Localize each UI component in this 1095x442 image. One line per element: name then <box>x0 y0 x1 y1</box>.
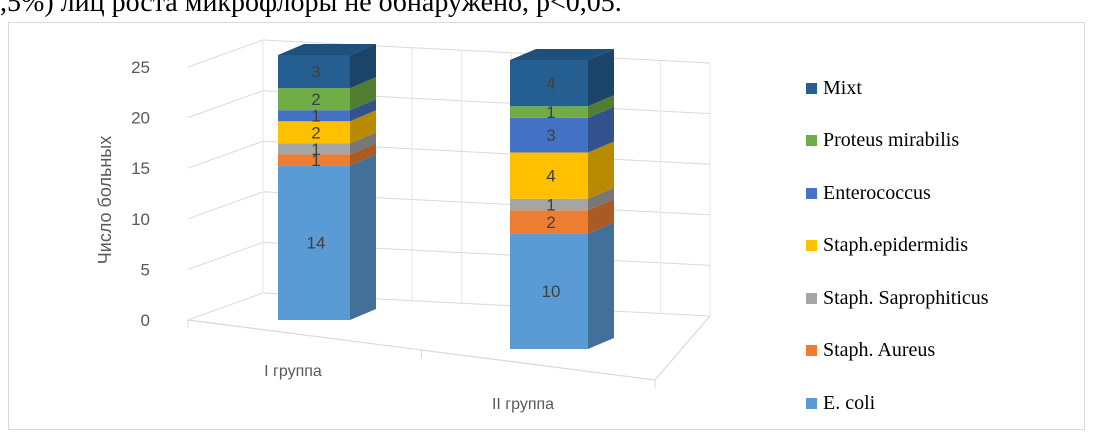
y-tick-label: 5 <box>141 260 150 279</box>
legend-label: Staph. Saprophiticus <box>823 286 989 309</box>
legend-swatch <box>806 135 817 146</box>
y-tick-label: 10 <box>131 210 150 229</box>
bar-segment-side <box>350 110 376 144</box>
legend-item: Mixt <box>806 74 1076 102</box>
bar-segment-front <box>510 152 588 199</box>
y-tick-label: 15 <box>131 159 150 178</box>
legend-label: E. coli <box>823 391 876 414</box>
y-tick-label: 25 <box>131 58 150 77</box>
legend-item: E. coli <box>806 389 1076 417</box>
legend-swatch <box>806 82 817 94</box>
bar-segment-side <box>350 44 376 89</box>
legend: Mixt Proteus mirabilis Enterococcus Staph.e… <box>806 74 1076 442</box>
gridline-side <box>187 140 264 169</box>
legend-item: Staph. Saprophiticus <box>806 284 1076 312</box>
floor-right-edge <box>654 315 711 381</box>
caption-text: ,5%) лиц роста микрофлоры не обнаружено,… <box>0 0 622 18</box>
data-label: 1 <box>311 140 320 159</box>
data-label: 14 <box>307 234 326 253</box>
gridline-back <box>262 39 711 64</box>
gridline-side <box>187 241 264 270</box>
legend-label: Staph.epidermidis <box>823 234 968 256</box>
legend-swatch <box>806 240 817 251</box>
category-label: II группа <box>492 396 554 413</box>
data-label: 3 <box>546 126 555 145</box>
bar-segment-front <box>510 198 588 211</box>
data-label: 10 <box>542 282 561 301</box>
bar-segment-front <box>278 110 350 122</box>
bar-segment-side <box>588 199 614 234</box>
bar-segment-side <box>350 143 376 166</box>
legend-item: Staph. Aureus <box>806 337 1076 365</box>
bar-segment-side <box>350 77 376 111</box>
y-tick-label: 20 <box>131 109 150 128</box>
bar-segment-side <box>588 49 614 107</box>
gridline-side <box>187 90 264 119</box>
data-label: 1 <box>311 151 320 170</box>
legend-swatch <box>806 345 817 356</box>
gridline-side <box>187 292 264 321</box>
bar-segment-front <box>278 143 350 155</box>
bar-segment-side <box>350 99 376 122</box>
data-label: 2 <box>546 213 555 232</box>
gridline-side <box>187 191 264 220</box>
bar-top-face <box>510 49 614 60</box>
axis-layer: 0 5 10 15 20 25 I группа II группа <box>131 58 711 413</box>
bar-segment-front <box>278 55 350 89</box>
bar-segment-side <box>588 141 614 199</box>
legend-swatch <box>806 187 817 199</box>
legend-item: Enterococcus <box>806 179 1076 207</box>
legend-label: Mixt <box>823 76 862 99</box>
legend-item: Staph.epidermidis <box>806 232 1076 260</box>
bar-segment-front <box>278 121 350 144</box>
bar-segment-front <box>510 233 588 349</box>
data-label: 1 <box>311 107 320 126</box>
bar-segment-front <box>510 60 588 107</box>
data-label: 4 <box>546 167 555 186</box>
category-label: I группа <box>264 363 322 380</box>
legend-label: Proteus mirabilis <box>823 129 960 151</box>
legend-item: Proteus mirabilis <box>806 127 1076 155</box>
bar-segment-side <box>588 187 614 211</box>
legend-swatch <box>806 397 817 409</box>
data-label: 4 <box>546 74 555 93</box>
bar-segment-front <box>278 154 350 166</box>
legend-label: Enterococcus <box>823 181 931 204</box>
bar-segment-side <box>588 95 614 118</box>
bar-top-face <box>278 44 376 55</box>
bar-segment-front <box>510 106 588 118</box>
y-tick-label: 0 <box>141 311 150 330</box>
bar-segment-front <box>510 210 588 234</box>
bar-segment-side <box>350 154 376 320</box>
bar-segment-side <box>588 106 614 153</box>
bar-segment-side <box>588 222 614 349</box>
bar-segment-front <box>510 117 588 153</box>
y-axis-label: Число больных <box>95 136 115 264</box>
legend-swatch <box>806 292 817 304</box>
bar-segment-front <box>278 88 350 111</box>
data-label: 3 <box>311 63 320 82</box>
data-label: 2 <box>311 90 320 109</box>
grid-layer <box>187 39 711 321</box>
data-label: 1 <box>546 103 555 122</box>
bar-segment-front <box>278 165 350 320</box>
bar-segment-side <box>350 132 376 155</box>
legend-label: Staph. Aureus <box>823 339 936 361</box>
gridline-side <box>187 39 264 68</box>
data-label: 2 <box>311 123 320 142</box>
bar-layer <box>278 44 614 349</box>
data-label: 1 <box>546 196 555 215</box>
